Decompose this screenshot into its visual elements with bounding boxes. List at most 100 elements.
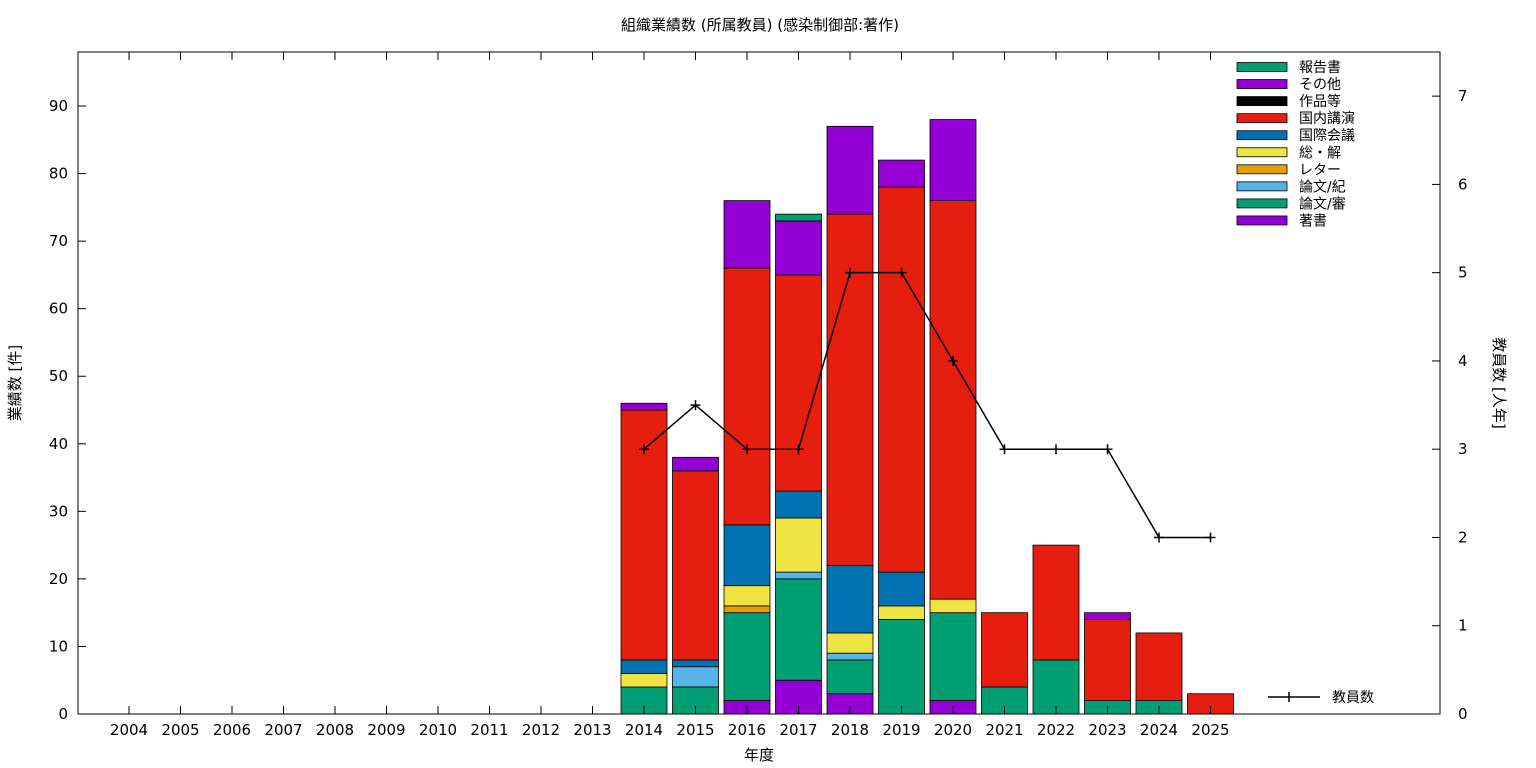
bar-segment [929, 598, 977, 614]
chart-title: 組織業績数 (所属教員) (感染制御部:著作) [621, 16, 899, 34]
bar-segment [620, 402, 668, 411]
bar-segment [672, 470, 719, 661]
bar-segment [878, 605, 925, 620]
staff-point [1051, 444, 1061, 455]
ticks-layer: 0 10 20 30 40 50 60 70 80 90 0 1 2 3 4 5 6 7 2004 2005 2006 2… [49, 52, 1468, 739]
bar-segment [775, 220, 822, 276]
staff-point [742, 444, 752, 455]
legend-swatch [1236, 62, 1288, 72]
x-tick-label: 2016 [728, 721, 766, 739]
staff-point [1154, 532, 1164, 543]
legend-label: 総・解 [1299, 145, 1341, 161]
plot-frame [77, 51, 1441, 715]
x-tick-label: 2023 [1088, 721, 1126, 739]
bar-segment [775, 213, 822, 222]
staff-point [999, 444, 1010, 455]
legend-label: 作品等 [1299, 93, 1341, 110]
bar-segment [620, 673, 668, 688]
bar-segment [672, 456, 719, 472]
x-tick-label: 2010 [419, 721, 457, 739]
y2-tick-label: 7 [1458, 87, 1468, 105]
staff-line [643, 271, 1211, 539]
bar-segment [723, 585, 771, 607]
staff-point [1102, 444, 1113, 455]
bar-segment [1084, 619, 1131, 701]
y2-tick-label: 1 [1458, 617, 1468, 635]
bar-segment [672, 666, 719, 688]
x-tick-label: 2021 [985, 721, 1023, 739]
bar-segment [1135, 632, 1183, 701]
bar-segment [878, 159, 925, 188]
x-tick-label: 2022 [1037, 721, 1075, 739]
bar-segment [672, 659, 719, 668]
x-tick-label: 2004 [110, 721, 148, 739]
legend-swatch [1236, 198, 1288, 209]
x-tick-label: 2009 [367, 721, 405, 739]
bar-segment [826, 652, 874, 661]
bar-segment [723, 524, 771, 587]
y-tick-label: 20 [49, 570, 68, 588]
bar-segment [929, 119, 977, 202]
x-tick-label: 2017 [779, 721, 817, 739]
x-tick-label: 2019 [882, 721, 920, 739]
bar-segment [826, 125, 874, 215]
legend-swatch [1236, 96, 1288, 106]
y-tick-label: 40 [49, 435, 68, 453]
bar-segment [826, 564, 874, 634]
staff-line-layer [639, 267, 1216, 543]
y2-axis-label: 教員数 [人年] [1490, 337, 1508, 428]
x-tick-label: 2012 [522, 721, 560, 739]
y2-tick-label: 2 [1458, 528, 1468, 546]
bar-segment [981, 612, 1028, 688]
x-tick-label: 2024 [1140, 721, 1178, 739]
bar-segment [775, 490, 822, 519]
bar-segment [723, 200, 771, 269]
bar-segment [1032, 544, 1080, 661]
legend-label: 論文/紀 [1299, 179, 1346, 195]
y2-tick-label: 5 [1458, 264, 1468, 282]
x-tick-label: 2008 [316, 721, 354, 739]
legend-label: 教員数 [1332, 690, 1374, 706]
x-tick-label: 2013 [573, 721, 611, 739]
y-tick-label: 10 [49, 637, 68, 655]
y-tick-label: 80 [49, 165, 68, 183]
staff-point [690, 400, 701, 411]
x-tick-label: 2014 [625, 721, 663, 739]
y-tick-label: 70 [49, 232, 68, 250]
staff-point [639, 444, 649, 455]
x-tick-label: 2007 [264, 721, 302, 739]
bar-segment [775, 517, 822, 573]
legend-swatch [1236, 147, 1288, 158]
y-tick-label: 0 [58, 705, 68, 723]
legend-swatch [1236, 215, 1288, 226]
bar-segment [826, 213, 874, 566]
bar-segment [878, 619, 925, 715]
y2-tick-label: 0 [1458, 705, 1468, 723]
bar-segment [826, 659, 874, 695]
staff-point [793, 444, 804, 455]
y-tick-label: 30 [49, 502, 68, 520]
y-tick-label: 60 [49, 300, 68, 318]
bar-segment [1084, 612, 1131, 620]
bar-segment [723, 605, 771, 614]
legend-label: 報告書 [1299, 60, 1341, 76]
bar-segment [723, 267, 771, 526]
staff-point [1205, 532, 1216, 543]
x-tick-label: 2018 [831, 721, 869, 739]
bar-segment [929, 612, 977, 701]
legend-swatch [1236, 130, 1288, 141]
legend-label: レター [1299, 162, 1341, 178]
y-axis-label: 業績数 [件] [6, 345, 24, 421]
bar-segment [878, 571, 925, 607]
y-tick-label: 50 [49, 367, 68, 385]
y2-tick-label: 3 [1458, 440, 1468, 458]
y2-tick-label: 6 [1458, 175, 1468, 193]
bar-segment [775, 274, 822, 492]
legend-swatch [1236, 164, 1288, 175]
y-tick-label: 90 [49, 97, 68, 115]
bar-segment [723, 612, 771, 701]
legend-label: 論文/審 [1299, 196, 1346, 212]
staff-point [896, 267, 907, 278]
